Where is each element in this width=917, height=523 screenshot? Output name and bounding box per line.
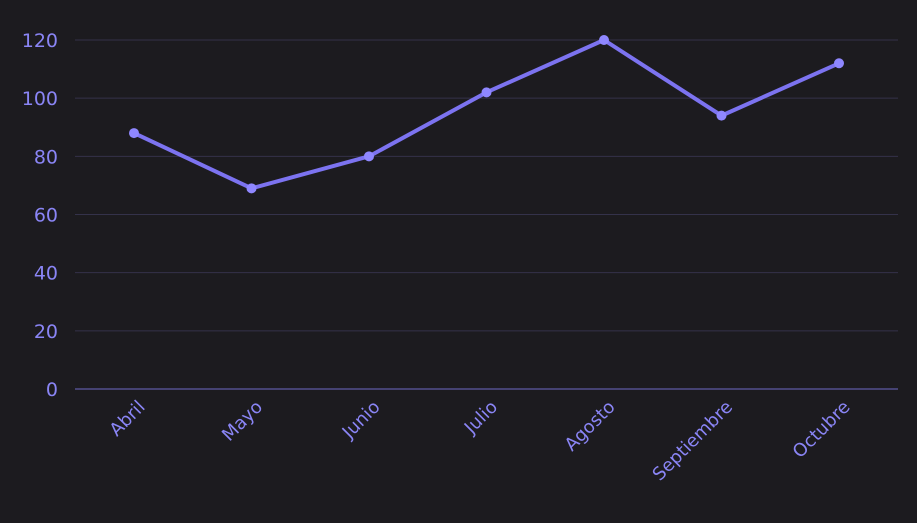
data-point[interactable] <box>834 58 844 69</box>
data-point[interactable] <box>129 128 139 139</box>
series-line <box>132 38 841 191</box>
gridlines <box>75 39 898 390</box>
y-tick-label: 60 <box>34 205 58 227</box>
x-tick-label: Agosto <box>561 397 620 456</box>
x-tick-label: Mayo <box>218 397 267 446</box>
y-tick-label: 0 <box>46 379 58 401</box>
x-tick-label: Abril <box>106 397 150 441</box>
x-axis: Abril Mayo Junio Julio Agosto Septiembre Octub… <box>106 397 855 485</box>
x-tick-label: Octubre <box>789 397 855 463</box>
y-tick-label: 100 <box>22 88 58 110</box>
data-point[interactable] <box>481 87 492 98</box>
data-point[interactable] <box>246 183 257 194</box>
x-tick-label: Septiembre <box>649 397 737 485</box>
series-layer <box>129 35 844 194</box>
data-point[interactable] <box>599 35 609 45</box>
y-tick-label: 80 <box>34 146 58 168</box>
y-tick-label: 120 <box>22 30 58 52</box>
y-tick-label: 20 <box>34 321 58 343</box>
data-point[interactable] <box>716 110 727 121</box>
y-axis: 0 20 40 60 80 100 120 <box>22 30 58 401</box>
x-tick-label: Junio <box>338 397 385 444</box>
x-tick-label: Julio <box>460 397 502 439</box>
y-tick-label: 40 <box>34 263 58 285</box>
data-point[interactable] <box>364 151 374 162</box>
